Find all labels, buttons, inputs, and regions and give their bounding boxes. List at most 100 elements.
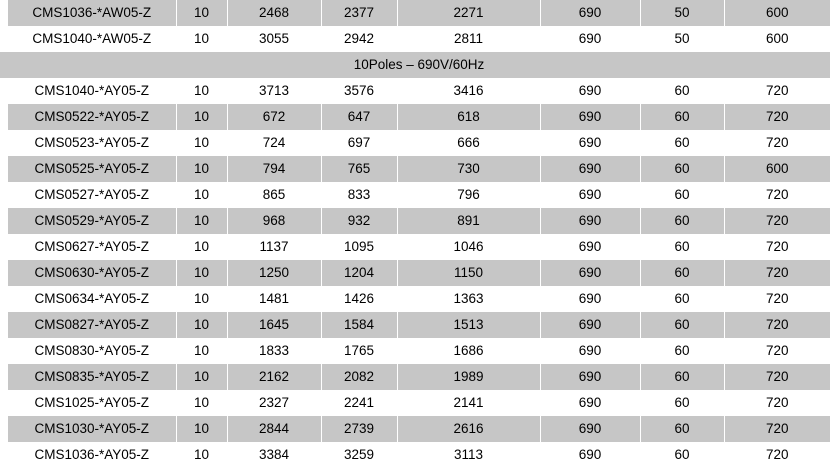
- table-row: CMS1040-*AY05-Z 10 3713 3576 3416 690 60 720: [0, 78, 830, 104]
- row-spacer: [0, 286, 8, 312]
- cell-power-2: 765: [321, 156, 398, 182]
- cell-power-3: 3416: [397, 78, 541, 104]
- cell-power-1: 2468: [227, 0, 322, 26]
- cell-speed: 720: [724, 78, 830, 104]
- cell-poles: 10: [176, 312, 228, 338]
- cell-power-2: 1095: [321, 234, 398, 260]
- cell-model: CMS0527-*AY05-Z: [8, 182, 177, 208]
- table-row: CMS0529-*AY05-Z 10 968 932 891 690 60 720: [0, 208, 830, 234]
- table-row: CMS0525-*AY05-Z 10 794 765 730 690 60 600: [0, 156, 830, 182]
- cell-power-1: 3384: [227, 442, 322, 468]
- cell-speed: 720: [724, 234, 830, 260]
- row-spacer: [0, 78, 8, 104]
- row-spacer: [0, 156, 8, 182]
- table-row: CMS1036-*AY05-Z 10 3384 3259 3113 690 60 720: [0, 442, 830, 468]
- cell-frequency: 60: [640, 182, 725, 208]
- cell-power-3: 666: [397, 130, 541, 156]
- cell-power-1: 1833: [227, 338, 322, 364]
- cell-frequency: 60: [640, 364, 725, 390]
- row-spacer: [0, 364, 8, 390]
- cell-poles: 10: [176, 26, 228, 52]
- table-row: CMS0630-*AY05-Z 10 1250 1204 1150 690 60 720: [0, 260, 830, 286]
- cell-speed: 600: [724, 26, 830, 52]
- cell-poles: 10: [176, 78, 228, 104]
- cell-frequency: 60: [640, 78, 725, 104]
- table-row: CMS0835-*AY05-Z 10 2162 2082 1989 690 60 720: [0, 364, 830, 390]
- cell-voltage: 690: [540, 156, 641, 182]
- cell-poles: 10: [176, 338, 228, 364]
- cell-voltage: 690: [540, 442, 641, 468]
- cell-voltage: 690: [540, 260, 641, 286]
- cell-power-3: 1046: [397, 234, 541, 260]
- cell-speed: 720: [724, 312, 830, 338]
- cell-frequency: 60: [640, 156, 725, 182]
- cell-voltage: 690: [540, 364, 641, 390]
- cell-power-2: 2739: [321, 416, 398, 442]
- cell-frequency: 60: [640, 260, 725, 286]
- cell-model: CMS1040-*AW05-Z: [8, 26, 177, 52]
- cell-frequency: 60: [640, 286, 725, 312]
- cell-power-2: 647: [321, 104, 398, 130]
- cell-frequency: 60: [640, 390, 725, 416]
- cell-model: CMS0634-*AY05-Z: [8, 286, 177, 312]
- cell-model: CMS1036-*AW05-Z: [8, 0, 177, 26]
- cell-poles: 10: [176, 182, 228, 208]
- cell-model: CMS0830-*AY05-Z: [8, 338, 177, 364]
- cell-speed: 600: [724, 156, 830, 182]
- cell-power-3: 2811: [397, 26, 541, 52]
- cell-poles: 10: [176, 130, 228, 156]
- table-row: CMS0627-*AY05-Z 10 1137 1095 1046 690 60 720: [0, 234, 830, 260]
- table-row: CMS0522-*AY05-Z 10 672 647 618 690 60 720: [0, 104, 830, 130]
- cell-power-3: 730: [397, 156, 541, 182]
- row-spacer: [0, 234, 8, 260]
- row-spacer: [0, 104, 8, 130]
- cell-voltage: 690: [540, 338, 641, 364]
- cell-poles: 10: [176, 234, 228, 260]
- table-row: CMS0830-*AY05-Z 10 1833 1765 1686 690 60 720: [0, 338, 830, 364]
- section-header-label: 10Poles – 690V/60Hz: [8, 52, 830, 78]
- cell-voltage: 690: [540, 130, 641, 156]
- cell-voltage: 690: [540, 104, 641, 130]
- cell-power-1: 2844: [227, 416, 322, 442]
- cell-model: CMS0525-*AY05-Z: [8, 156, 177, 182]
- cell-frequency: 60: [640, 130, 725, 156]
- cell-voltage: 690: [540, 286, 641, 312]
- cell-model: CMS1036-*AY05-Z: [8, 442, 177, 468]
- cell-speed: 720: [724, 104, 830, 130]
- cell-power-2: 1765: [321, 338, 398, 364]
- cell-poles: 10: [176, 260, 228, 286]
- cell-power-3: 796: [397, 182, 541, 208]
- cell-power-1: 2327: [227, 390, 322, 416]
- cell-speed: 720: [724, 416, 830, 442]
- cell-voltage: 690: [540, 312, 641, 338]
- row-spacer: [0, 26, 8, 52]
- cell-speed: 600: [724, 0, 830, 26]
- row-spacer: [0, 0, 8, 26]
- cell-model: CMS0529-*AY05-Z: [8, 208, 177, 234]
- cell-voltage: 690: [540, 0, 641, 26]
- cell-frequency: 60: [640, 104, 725, 130]
- cell-power-2: 3259: [321, 442, 398, 468]
- table-row: CMS0527-*AY05-Z 10 865 833 796 690 60 720: [0, 182, 830, 208]
- cell-power-3: 1150: [397, 260, 541, 286]
- cell-power-1: 2162: [227, 364, 322, 390]
- cell-model: CMS0627-*AY05-Z: [8, 234, 177, 260]
- cell-frequency: 60: [640, 442, 725, 468]
- cell-speed: 720: [724, 260, 830, 286]
- cell-model: CMS0522-*AY05-Z: [8, 104, 177, 130]
- cell-power-3: 3113: [397, 442, 541, 468]
- table-row: CMS0523-*AY05-Z 10 724 697 666 690 60 720: [0, 130, 830, 156]
- cell-power-3: 1363: [397, 286, 541, 312]
- cell-poles: 10: [176, 442, 228, 468]
- cell-power-3: 2141: [397, 390, 541, 416]
- cell-poles: 10: [176, 364, 228, 390]
- cell-power-1: 1137: [227, 234, 322, 260]
- cell-power-2: 833: [321, 182, 398, 208]
- cell-voltage: 690: [540, 182, 641, 208]
- cell-power-1: 794: [227, 156, 322, 182]
- cell-voltage: 690: [540, 26, 641, 52]
- cell-power-3: 2271: [397, 0, 541, 26]
- cell-frequency: 50: [640, 26, 725, 52]
- cell-power-3: 1513: [397, 312, 541, 338]
